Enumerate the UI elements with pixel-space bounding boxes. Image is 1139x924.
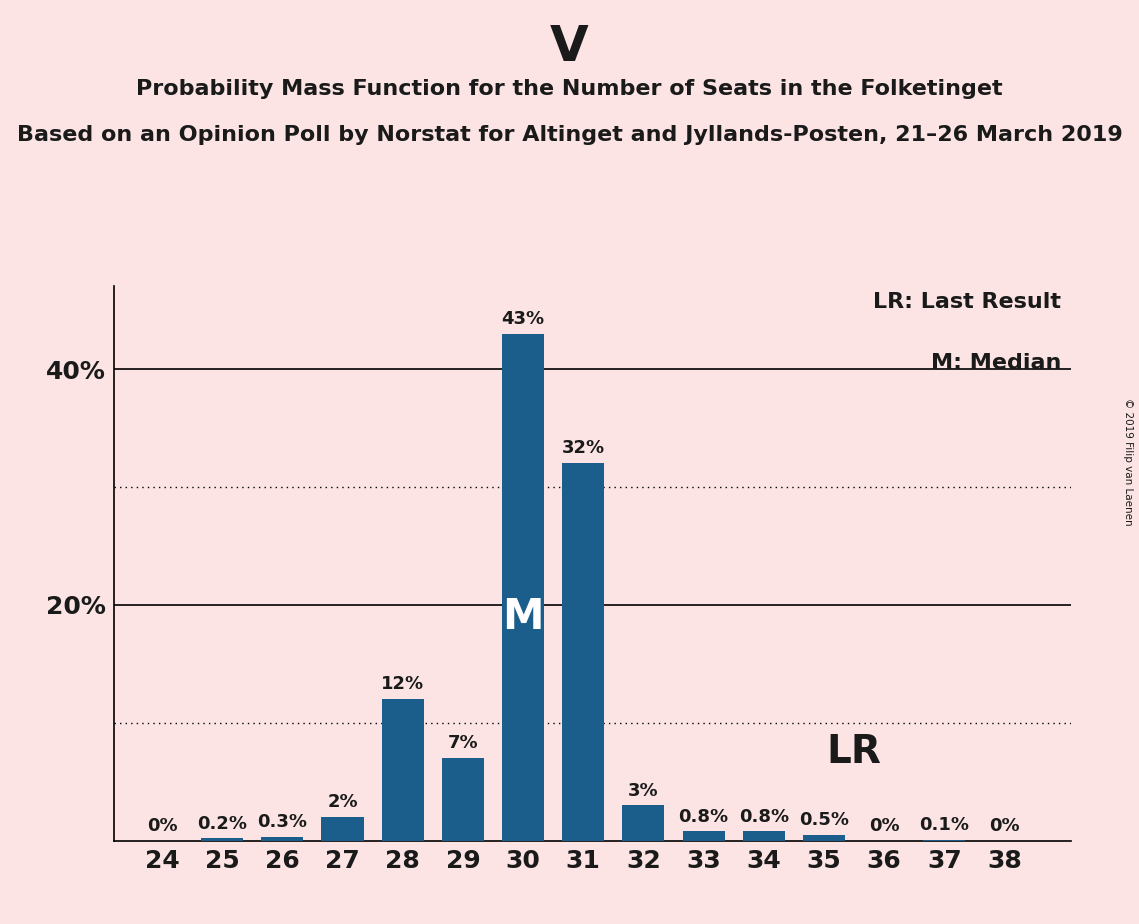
Text: LR: LR	[827, 734, 882, 772]
Text: V: V	[550, 23, 589, 71]
Text: © 2019 Filip van Laenen: © 2019 Filip van Laenen	[1123, 398, 1133, 526]
Bar	[743, 832, 785, 841]
Text: 0%: 0%	[147, 817, 178, 835]
Text: Probability Mass Function for the Number of Seats in the Folketinget: Probability Mass Function for the Number…	[137, 79, 1002, 99]
Text: LR: Last Result: LR: Last Result	[874, 292, 1062, 312]
Text: 2%: 2%	[327, 794, 358, 811]
Bar	[502, 334, 544, 841]
Bar	[924, 840, 966, 841]
Text: 32%: 32%	[562, 440, 605, 457]
Text: 0.1%: 0.1%	[919, 816, 969, 833]
Text: 0.5%: 0.5%	[798, 811, 849, 829]
Bar	[382, 699, 424, 841]
Text: M: M	[502, 596, 543, 638]
Text: 0.8%: 0.8%	[739, 808, 789, 825]
Text: Based on an Opinion Poll by Norstat for Altinget and Jyllands-Posten, 21–26 Marc: Based on an Opinion Poll by Norstat for …	[17, 125, 1122, 145]
Bar	[202, 838, 244, 841]
Bar	[682, 832, 724, 841]
Text: 0.8%: 0.8%	[679, 808, 729, 825]
Text: M: Median: M: Median	[931, 353, 1062, 373]
Text: 0%: 0%	[989, 817, 1019, 835]
Text: 43%: 43%	[501, 310, 544, 328]
Bar	[321, 817, 363, 841]
Text: 0.3%: 0.3%	[257, 813, 308, 832]
Bar	[803, 835, 845, 841]
Text: 3%: 3%	[628, 782, 658, 799]
Text: 12%: 12%	[382, 675, 425, 693]
Bar	[261, 837, 303, 841]
Text: 7%: 7%	[448, 735, 478, 752]
Bar	[563, 463, 605, 841]
Text: 0%: 0%	[869, 817, 900, 835]
Text: 0.2%: 0.2%	[197, 815, 247, 833]
Bar	[622, 806, 664, 841]
Bar	[442, 759, 484, 841]
